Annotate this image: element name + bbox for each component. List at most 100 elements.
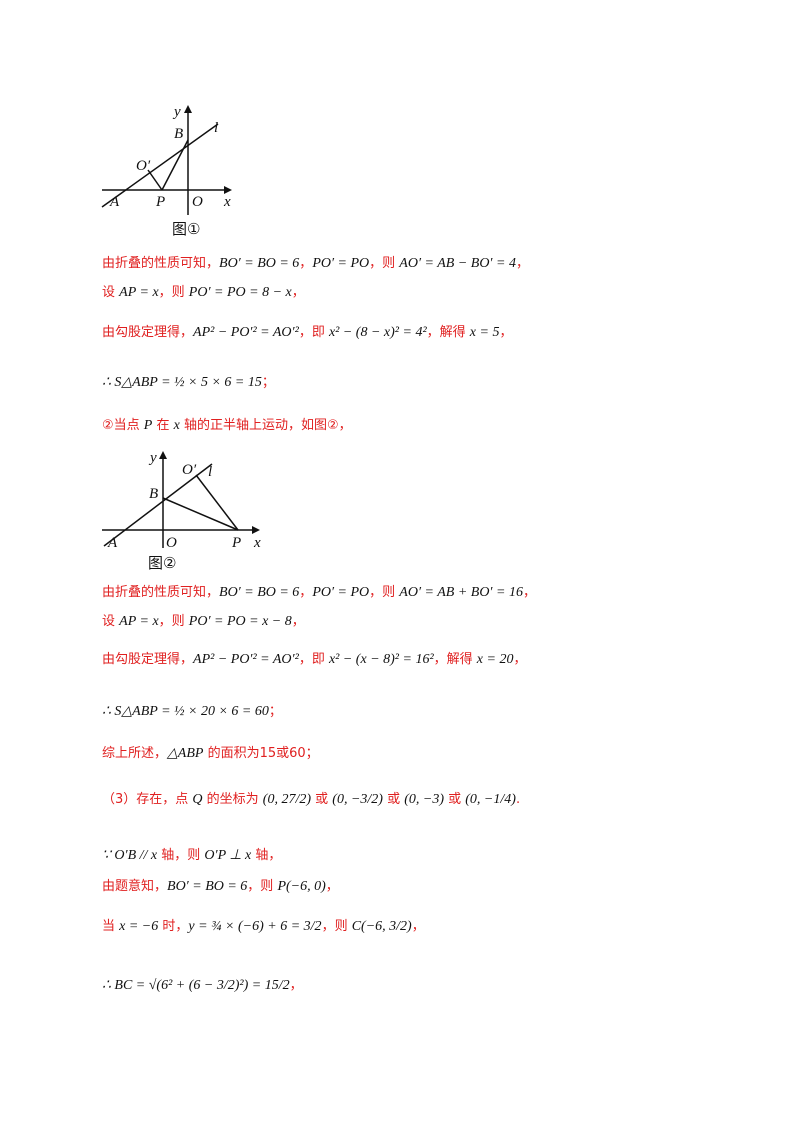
math-expression: ∴ S△ABP = ½ × 5 × 6 = 15: [102, 375, 262, 390]
segment-po-prime: [147, 169, 163, 191]
prose-text: ，则: [158, 285, 189, 300]
prose-text: ，则: [369, 256, 400, 271]
math-expression: BO′ = BO = 6: [219, 585, 300, 600]
prose-text: ，: [299, 585, 313, 600]
math-expression: △ABP: [167, 746, 204, 761]
line-15: ∴ BC = √(6² + (6 − 3/2)²) = 15/2，: [102, 976, 303, 996]
math-expression: P: [143, 418, 153, 433]
label-a: A: [109, 194, 120, 210]
label-o-prime: O′: [182, 462, 197, 478]
math-expression: ∴ S△ABP = ½ × 20 × 6 = 60: [102, 704, 269, 719]
label-o: O: [166, 535, 177, 551]
label-x: x: [253, 535, 261, 551]
prose-text: ，即: [298, 652, 329, 667]
line-4: ∴ S△ABP = ½ × 5 × 6 = 15；: [102, 373, 275, 393]
figure-2: y O′ l B A O P x: [102, 450, 261, 551]
label-l: l: [214, 120, 218, 136]
prose-text: 设: [102, 285, 120, 300]
line-9: ∴ S△ABP = ½ × 20 × 6 = 60；: [102, 702, 282, 722]
prose-text: ，则: [247, 879, 278, 894]
prose-text: ，则: [158, 614, 189, 629]
math-expression: (0, −3/2): [332, 792, 383, 807]
prose-text: 由折叠的性质可知，: [102, 585, 220, 600]
label-p: P: [231, 535, 241, 551]
prose-text: 或: [382, 792, 405, 807]
prose-text: ，: [513, 652, 527, 667]
math-expression: PO′ = PO = 8 − x: [188, 285, 292, 300]
line-10: 综上所述，△ABP 的面积为15或60；: [102, 744, 319, 764]
math-expression: C(−6, 3/2): [351, 919, 412, 934]
prose-text: ，则: [369, 585, 400, 600]
math-expression: x: [173, 418, 180, 433]
figure-1: y B l O′ A P O x: [101, 104, 232, 215]
prose-text: 的坐标为: [202, 792, 263, 807]
line-7: 设 AP = x，则 PO′ = PO = x − 8，: [102, 612, 305, 632]
segment-bp: [161, 139, 189, 191]
prose-text: .: [515, 792, 521, 807]
y-axis-arrow-icon: [184, 105, 192, 113]
prose-text: 或: [444, 792, 466, 807]
math-expression: AO′ = AB + BO′ = 16: [399, 585, 523, 600]
prose-text: 轴，: [251, 848, 282, 863]
label-x: x: [223, 194, 231, 210]
prose-text: （3）存在，点: [102, 792, 193, 807]
line-5: ②当点 P 在 x 轴的正半轴上运动，如图②，: [102, 416, 352, 436]
math-expression: PO′ = PO = x − 8: [188, 614, 292, 629]
prose-text: 综上所述，: [102, 746, 168, 761]
math-expression: (0, 27/2): [262, 792, 312, 807]
prose-text: ，即: [298, 325, 329, 340]
math-expression: x = 5: [469, 325, 500, 340]
prose-text: 由勾股定理得，: [102, 325, 194, 340]
prose-text: 的面积为15或60；: [203, 746, 319, 761]
prose-text: 轴，则: [157, 848, 205, 863]
line-11: （3）存在，点 Q 的坐标为 (0, 27/2) 或 (0, −3/2) 或 (…: [102, 790, 520, 810]
line-3: 由勾股定理得，AP² − PO′² = AO′²，即 x² − (8 − x)²…: [102, 323, 512, 343]
math-expression: x = 20: [476, 652, 514, 667]
label-o-prime: O′: [136, 158, 151, 174]
line-8: 由勾股定理得，AP² − PO′² = AO′²，即 x² − (x − 8)²…: [102, 650, 526, 670]
figure-2-caption: 图②: [148, 554, 177, 572]
math-expression: O′P ⊥ x: [204, 848, 252, 863]
prose-text: ，: [299, 256, 313, 271]
x-axis-arrow-icon: [224, 186, 232, 194]
prose-text: 由题意知，: [102, 879, 168, 894]
prose-text: ，则: [321, 919, 352, 934]
math-expression: PO′ = PO: [312, 256, 370, 271]
prose-text: ，: [325, 879, 339, 894]
label-l: l: [208, 464, 212, 480]
prose-text: ，: [411, 919, 425, 934]
line-13: 由题意知，BO′ = BO = 6，则 P(−6, 0)，: [102, 877, 339, 897]
math-expression: AP² − PO′² = AO′²: [193, 325, 299, 340]
line-l: [103, 463, 213, 547]
prose-text: ，解得: [433, 652, 477, 667]
math-expression: AO′ = AB − BO′ = 4: [399, 256, 516, 271]
line-2: 设 AP = x，则 PO′ = PO = 8 − x，: [102, 283, 305, 303]
line-1: 由折叠的性质可知，BO′ = BO = 6，PO′ = PO，则 AO′ = A…: [102, 254, 529, 274]
math-expression: BO′ = BO = 6: [167, 879, 248, 894]
math-expression: PO′ = PO: [312, 585, 370, 600]
prose-text: 轴的正半轴上运动，如图②，: [179, 418, 352, 433]
line-12: ∵ O′B // x 轴，则 O′P ⊥ x 轴，: [102, 846, 281, 866]
prose-text: ②当点: [102, 418, 144, 433]
math-expression: (0, −1/4): [465, 792, 516, 807]
prose-text: ，: [291, 285, 305, 300]
figure-1-caption: 图①: [172, 220, 201, 238]
line-14: 当 x = −6 时，y = ¾ × (−6) + 6 = 3/2，则 C(−6…: [102, 917, 425, 937]
math-expression: P(−6, 0): [277, 879, 326, 894]
prose-text: ；: [268, 704, 282, 719]
prose-text: 由折叠的性质可知，: [102, 256, 220, 271]
prose-text: 当: [102, 919, 120, 934]
label-b: B: [149, 486, 158, 502]
math-expression: (0, −3): [404, 792, 444, 807]
line-l: [101, 123, 219, 208]
segment-bp: [162, 497, 239, 531]
prose-text: 由勾股定理得，: [102, 652, 194, 667]
x-axis-arrow-icon: [252, 526, 260, 534]
label-b: B: [174, 126, 183, 142]
prose-text: 或: [311, 792, 333, 807]
math-expression: AP² − PO′² = AO′²: [193, 652, 299, 667]
label-y: y: [148, 450, 157, 466]
y-axis-arrow-icon: [159, 451, 167, 459]
prose-text: ，: [499, 325, 513, 340]
math-expression: x² − (x − 8)² = 16²: [328, 652, 434, 667]
